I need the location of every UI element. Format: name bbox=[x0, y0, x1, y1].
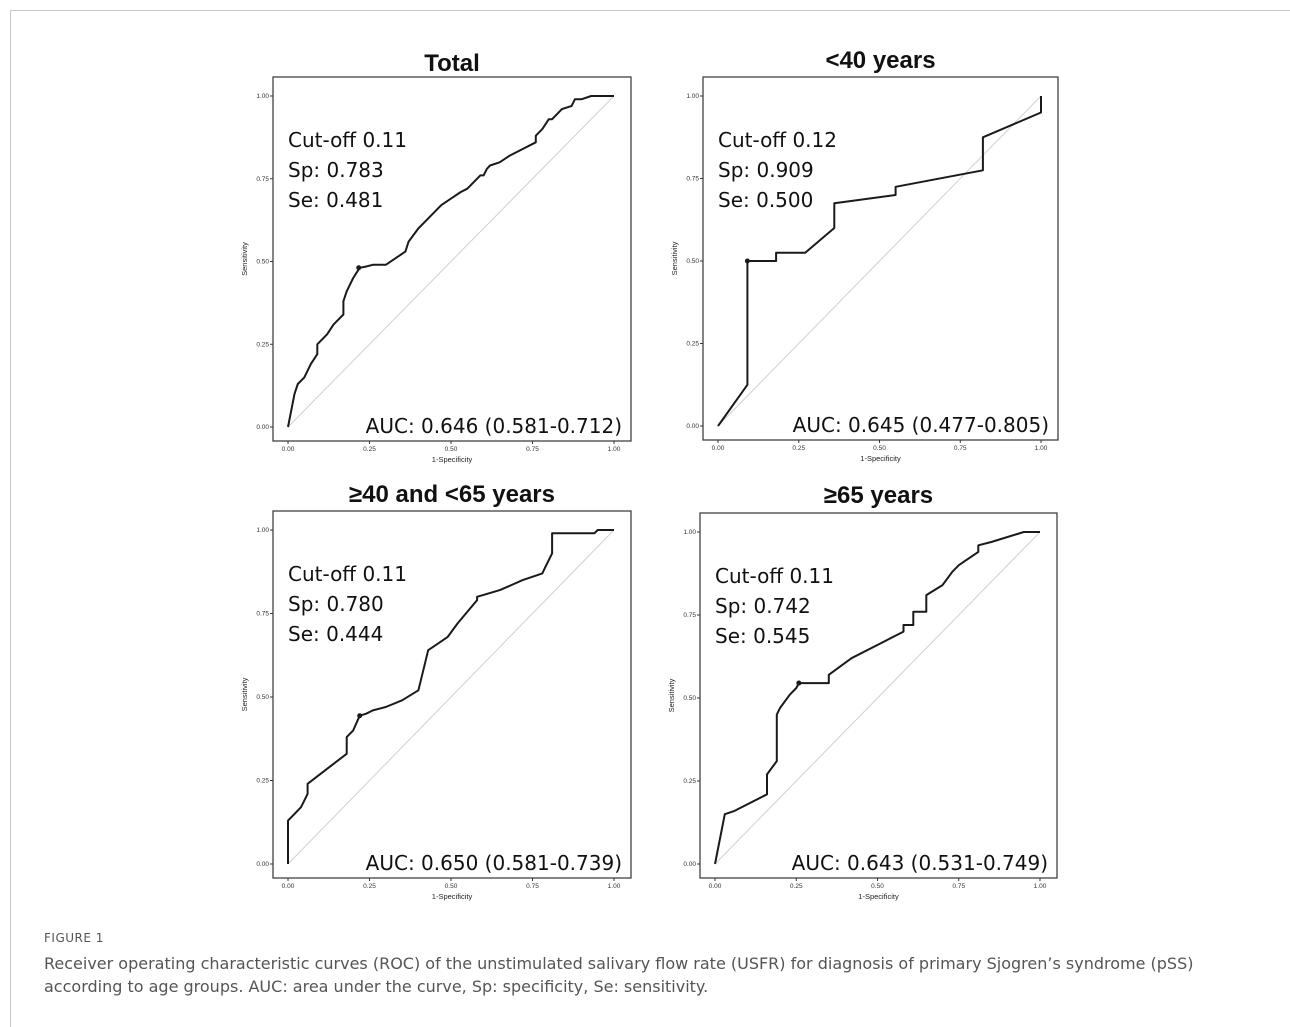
auc-label: AUC: 0.643 (0.531-0.749) bbox=[792, 851, 1048, 875]
figure-charts: Total 0.00 0.25 0.50 0.75 1.00 0.00 0.25 0.50 0.7… bbox=[240, 47, 1059, 901]
y-tick-label: 0.75 bbox=[686, 176, 699, 183]
x-tick-label: 1.00 bbox=[1034, 883, 1047, 890]
y-axis-label: Sensitivity bbox=[670, 241, 679, 275]
y-tick-label: 0.50 bbox=[683, 695, 696, 702]
plot-border bbox=[272, 76, 632, 442]
x-tick-label: 1.00 bbox=[608, 446, 621, 453]
x-tick-label: 0.50 bbox=[871, 883, 884, 890]
auc-label: AUC: 0.650 (0.581-0.739) bbox=[366, 851, 622, 875]
y-tick-label: 0.00 bbox=[256, 861, 269, 868]
y-tick-label: 0.50 bbox=[256, 694, 269, 701]
x-tick-label: 0.25 bbox=[790, 883, 803, 890]
roc-panel-1: Total 0.00 0.25 0.50 0.75 1.00 0.00 0.25 0.50 0.7… bbox=[240, 50, 632, 464]
y-tick-label: 0.25 bbox=[256, 341, 269, 348]
y-tick-label: 0.75 bbox=[256, 176, 269, 183]
roc-curve bbox=[714, 531, 1040, 865]
x-axis-label: 1-Specificity bbox=[432, 892, 473, 901]
x-tick-label: 0.50 bbox=[445, 883, 458, 890]
auc-label: AUC: 0.645 (0.477-0.805) bbox=[793, 413, 1049, 437]
y-tick-label: 1.00 bbox=[256, 527, 269, 534]
roc-curve bbox=[287, 95, 614, 428]
annotation-text: Se: 0.545 bbox=[715, 624, 810, 648]
roc-panel-4: ≥65 years 0.00 0.25 0.50 0.75 1.00 0.00 0.25 0.5… bbox=[667, 482, 1058, 901]
cutoff-point bbox=[357, 713, 363, 719]
plot-border bbox=[699, 512, 1058, 879]
x-tick-label: 0.00 bbox=[282, 883, 295, 890]
x-tick-label: 0.50 bbox=[445, 446, 458, 453]
annotation-text: Sp: 0.909 bbox=[718, 158, 814, 182]
roc-curve bbox=[717, 96, 1042, 427]
auc-label: AUC: 0.646 (0.581-0.712) bbox=[366, 414, 622, 438]
chance-diagonal bbox=[717, 95, 1042, 427]
x-tick-label: 0.25 bbox=[363, 883, 376, 890]
annotation-text: Cut-off 0.11 bbox=[288, 562, 407, 586]
cutoff-point bbox=[356, 265, 362, 271]
y-tick-label: 0.75 bbox=[683, 612, 696, 619]
figure-frame bbox=[10, 10, 1290, 1027]
x-tick-label: 1.00 bbox=[1035, 445, 1048, 452]
y-tick-label: 1.00 bbox=[683, 529, 696, 536]
x-tick-label: 0.50 bbox=[873, 445, 886, 452]
x-tick-label: 0.25 bbox=[792, 445, 805, 452]
x-tick-label: 0.75 bbox=[526, 883, 539, 890]
chance-diagonal bbox=[714, 531, 1041, 865]
annotation-text: Sp: 0.780 bbox=[288, 592, 384, 616]
chart-title: Total bbox=[424, 50, 480, 77]
plot-border bbox=[272, 510, 632, 879]
y-tick-label: 1.00 bbox=[686, 93, 699, 100]
y-axis-label: Sensitivity bbox=[240, 242, 249, 276]
figure-caption: Receiver operating characteristic curves… bbox=[44, 954, 1194, 996]
x-tick-label: 0.75 bbox=[526, 446, 539, 453]
x-axis-label: 1-Specificity bbox=[858, 892, 899, 901]
annotation-text: Cut-off 0.11 bbox=[715, 564, 834, 588]
y-tick-label: 0.75 bbox=[256, 611, 269, 618]
chance-diagonal bbox=[287, 95, 615, 428]
annotation-text: Se: 0.444 bbox=[288, 622, 383, 646]
x-tick-label: 0.75 bbox=[952, 883, 965, 890]
y-tick-label: 0.00 bbox=[256, 424, 269, 431]
chart-title: <40 years bbox=[825, 47, 935, 74]
x-axis-label: 1-Specificity bbox=[432, 455, 473, 464]
figure-label: FIGURE 1 bbox=[44, 931, 104, 945]
y-tick-label: 0.25 bbox=[256, 778, 269, 785]
chance-diagonal bbox=[287, 529, 615, 865]
cutoff-point bbox=[796, 680, 802, 686]
x-tick-label: 0.00 bbox=[282, 446, 295, 453]
y-tick-label: 1.00 bbox=[256, 93, 269, 100]
y-tick-label: 0.00 bbox=[683, 861, 696, 868]
x-axis-label: 1-Specificity bbox=[860, 454, 901, 463]
x-tick-label: 0.75 bbox=[954, 445, 967, 452]
y-tick-label: 0.25 bbox=[686, 341, 699, 348]
roc-curve bbox=[287, 529, 614, 864]
y-axis-label: Sensitivity bbox=[240, 677, 249, 711]
annotation-text: Se: 0.500 bbox=[718, 188, 813, 212]
y-tick-label: 0.50 bbox=[686, 258, 699, 265]
y-tick-label: 0.00 bbox=[686, 423, 699, 430]
cutoff-point bbox=[744, 258, 750, 264]
chart-title: ≥40 and <65 years bbox=[349, 481, 555, 508]
plot-border bbox=[702, 76, 1059, 441]
annotation-text: Cut-off 0.12 bbox=[718, 128, 837, 152]
y-tick-label: 0.50 bbox=[256, 259, 269, 266]
roc-panel-2: <40 years 0.00 0.25 0.50 0.75 1.00 0.00 0.25 0.5… bbox=[670, 47, 1059, 463]
annotation-text: Sp: 0.742 bbox=[715, 594, 811, 618]
x-tick-label: 1.00 bbox=[608, 883, 621, 890]
annotation-text: Se: 0.481 bbox=[288, 188, 383, 212]
roc-panel-3: ≥40 and <65 years 0.00 0.25 0.50 0.75 1.00 0.0… bbox=[240, 481, 632, 901]
y-tick-label: 0.25 bbox=[683, 778, 696, 785]
annotation-text: Cut-off 0.11 bbox=[288, 128, 407, 152]
annotation-text: Sp: 0.783 bbox=[288, 158, 384, 182]
x-tick-label: 0.00 bbox=[709, 883, 722, 890]
x-tick-label: 0.00 bbox=[712, 445, 725, 452]
y-axis-label: Sensitivity bbox=[667, 678, 676, 712]
x-tick-label: 0.25 bbox=[363, 446, 376, 453]
chart-title: ≥65 years bbox=[824, 482, 933, 509]
